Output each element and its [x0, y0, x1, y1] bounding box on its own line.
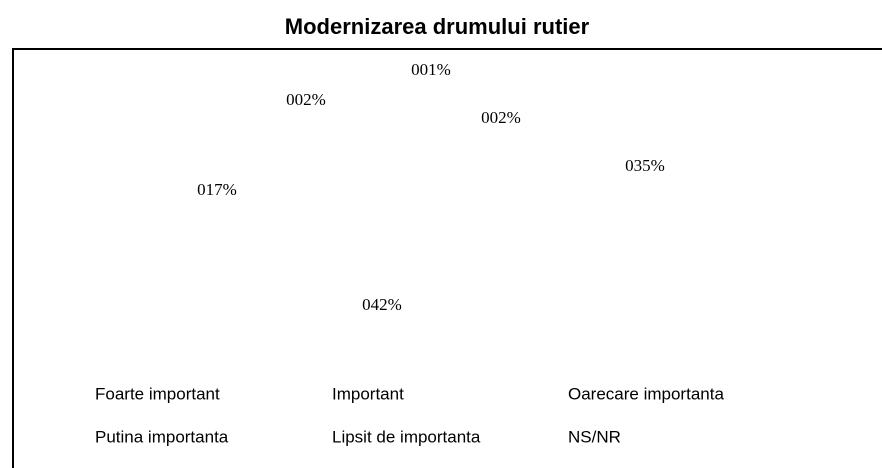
pie-slice [430, 66, 571, 316]
legend-entry: Important [332, 384, 404, 403]
legend-entry: Putina importanta [95, 427, 229, 446]
legend-entry: Lipsit de importanta [332, 427, 481, 446]
pie-slice [306, 60, 430, 201]
legend-entry: Foarte important [95, 384, 220, 403]
legend-entry: NS/NR [568, 427, 621, 446]
data-label: 002% [481, 108, 521, 127]
data-label: 002% [286, 90, 326, 109]
pie-slice [429, 60, 448, 200]
pie-slice [430, 61, 457, 200]
data-label: 001% [411, 60, 451, 79]
pie-slice [430, 62, 474, 201]
plot-border [12, 48, 882, 468]
legend-entry: Oarecare importanta [568, 384, 724, 403]
chart-title: Modernizarea drumului rutier [285, 14, 590, 39]
data-label: 017% [197, 180, 237, 199]
pie-slice [289, 134, 510, 340]
data-label: 042% [362, 295, 402, 314]
data-label: 035% [625, 156, 665, 175]
